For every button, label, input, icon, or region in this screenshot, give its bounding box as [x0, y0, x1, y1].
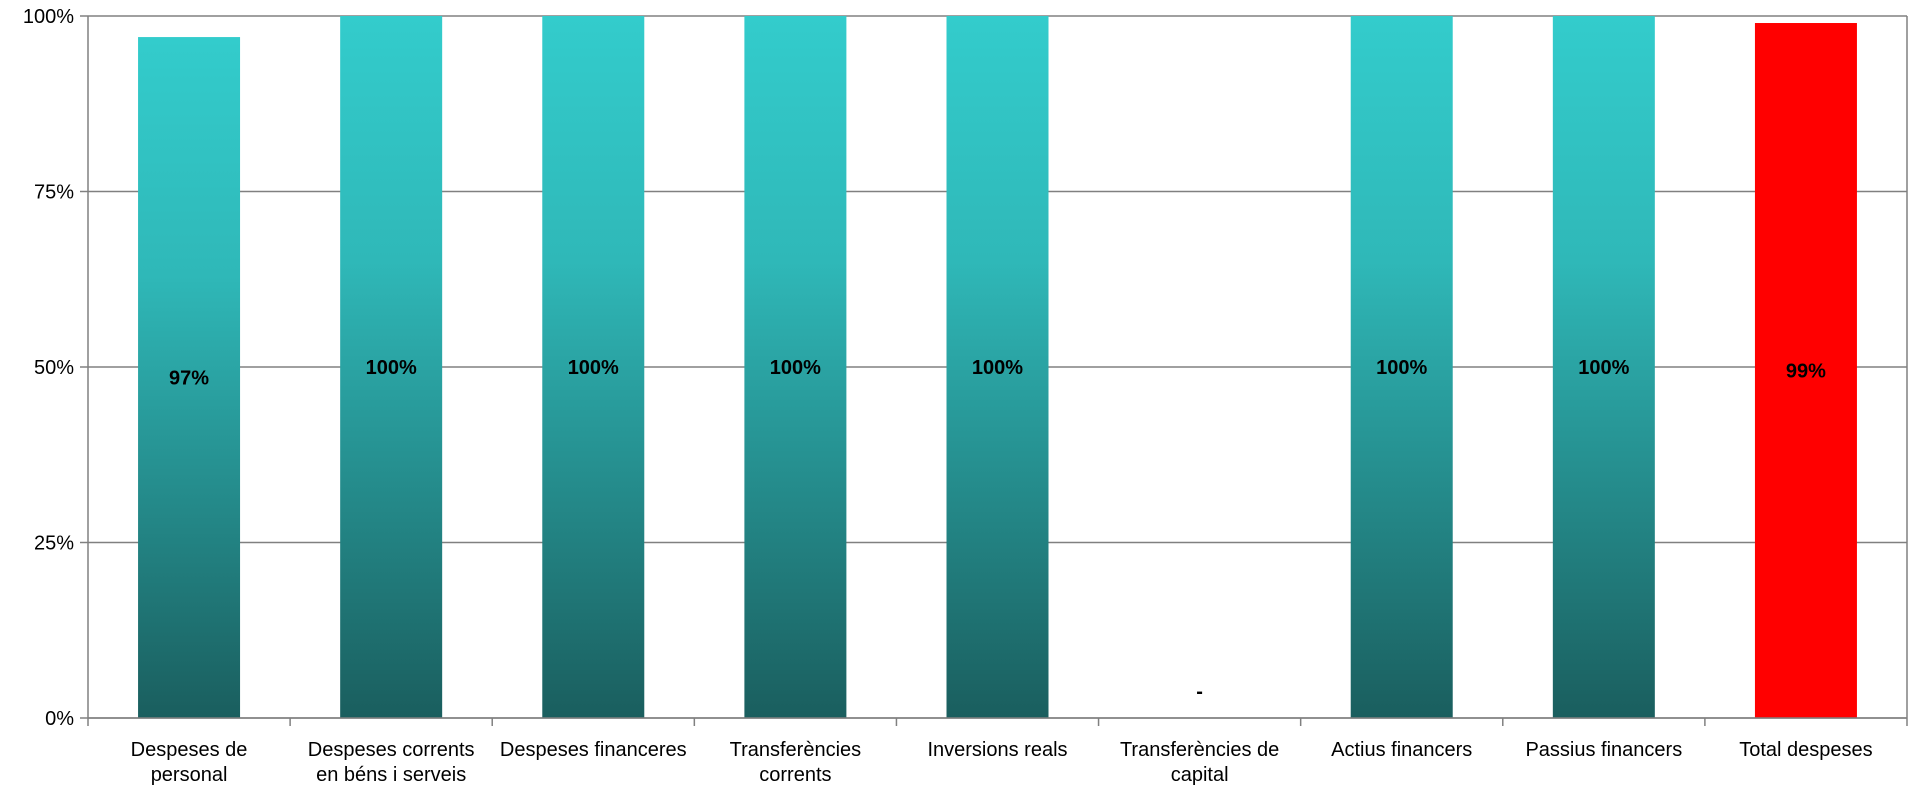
axes: [80, 15, 1908, 726]
x-category-label-line: Actius financers: [1331, 739, 1472, 761]
bar: [1350, 16, 1453, 718]
x-category-label-line: capital: [1171, 764, 1229, 786]
x-category-label: Despeses financeres: [500, 739, 687, 761]
x-category-label-line: Inversions reals: [927, 739, 1067, 761]
data-label: 97%: [169, 368, 209, 390]
y-tick-label: 25%: [34, 533, 74, 555]
bars: [138, 16, 1857, 719]
x-category-label-line: Transferències: [730, 739, 862, 761]
bar: [744, 16, 847, 718]
x-category-label: Passius financers: [1525, 739, 1682, 761]
y-tick-label: 50%: [34, 357, 74, 379]
x-category-label: Transferències de capital: [1120, 739, 1279, 786]
data-label: 100%: [770, 357, 821, 379]
data-label: 100%: [1578, 357, 1629, 379]
bar: [542, 16, 645, 718]
data-label: 100%: [1376, 357, 1427, 379]
x-category-label-line: en béns i serveis: [316, 764, 466, 786]
data-label: 100%: [568, 357, 619, 379]
y-tick-label: 0%: [45, 708, 74, 730]
x-category-label-line: corrents: [759, 764, 831, 786]
x-category-label: Actius financers: [1331, 739, 1472, 761]
x-category-label-line: Passius financers: [1525, 739, 1682, 761]
x-category-label-line: Despeses corrents: [308, 739, 475, 761]
data-label: 100%: [366, 357, 417, 379]
x-category-label-line: Despeses de: [131, 739, 248, 761]
x-category-label: Despeses de personal: [131, 739, 248, 786]
y-tick-label: 75%: [34, 182, 74, 204]
x-category-label: Total despeses: [1739, 739, 1872, 761]
bar: [946, 16, 1049, 718]
bar: [340, 16, 443, 718]
x-category-label-line: Despeses financeres: [500, 739, 687, 761]
x-category-label-line: Total despeses: [1739, 739, 1872, 761]
x-category-label-line: personal: [151, 764, 228, 786]
data-label: 99%: [1786, 361, 1826, 383]
labels: 0% 25% 50% 75% 100% 97% 100% 100% 100% 100% - 100% 1…: [23, 6, 1873, 786]
x-category-label: Transferències corrents: [730, 739, 862, 786]
x-category-label: Inversions reals: [927, 739, 1067, 761]
x-category-label: Despeses corrents en béns i serveis: [308, 739, 475, 786]
y-tick-label: 100%: [23, 6, 74, 28]
bar: [138, 37, 241, 719]
data-label: -: [1196, 681, 1203, 703]
bar: [1552, 16, 1655, 718]
data-label: 100%: [972, 357, 1023, 379]
bar: [1754, 23, 1857, 718]
x-category-label-line: Transferències de: [1120, 739, 1279, 761]
